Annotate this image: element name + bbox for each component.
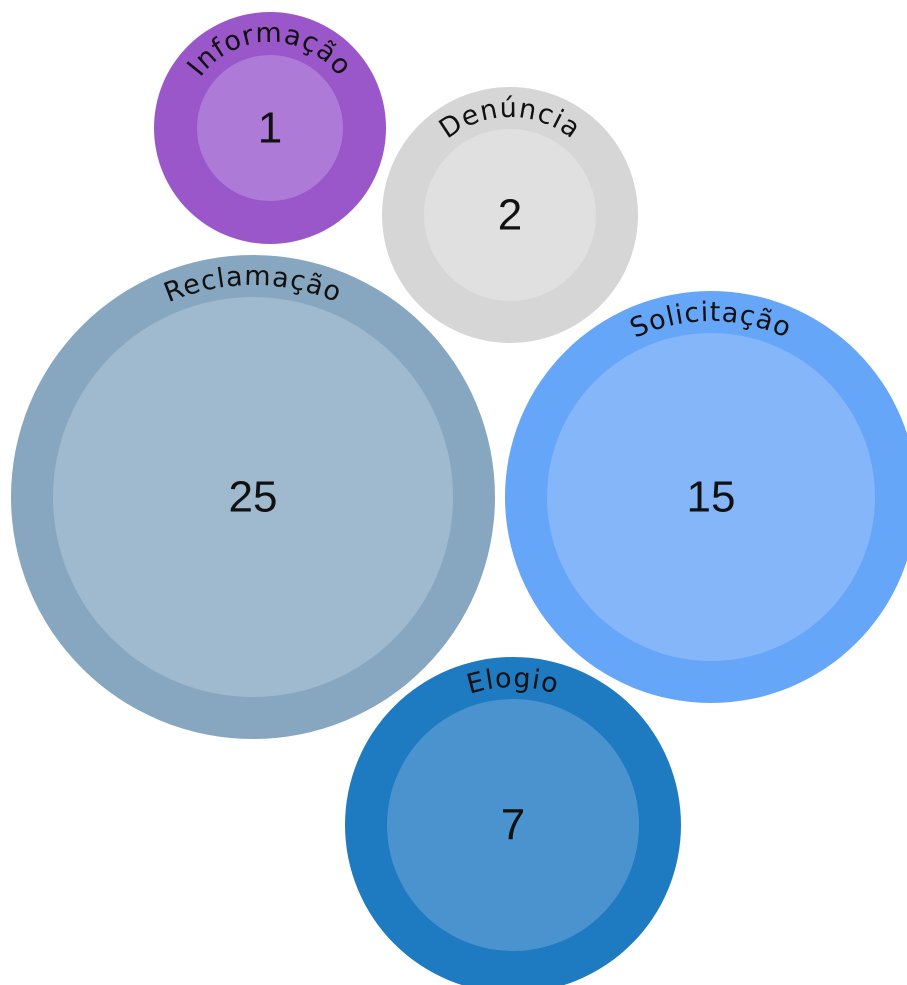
bubble-value-denuncia: 2 bbox=[498, 191, 522, 240]
bubble-inner-informacao bbox=[197, 55, 343, 201]
bubble-value-informacao: 1 bbox=[258, 104, 282, 153]
bubble-value-reclamacao: 25 bbox=[229, 473, 278, 522]
bubble-inner-solicitacao bbox=[547, 333, 875, 661]
bubble-value-elogio: 7 bbox=[501, 801, 525, 850]
bubble-inner-reclamacao bbox=[53, 297, 453, 697]
bubble-inner-denuncia bbox=[424, 129, 596, 301]
bubble-value-solicitacao: 15 bbox=[687, 473, 736, 522]
bubble-inner-elogio bbox=[387, 699, 639, 951]
